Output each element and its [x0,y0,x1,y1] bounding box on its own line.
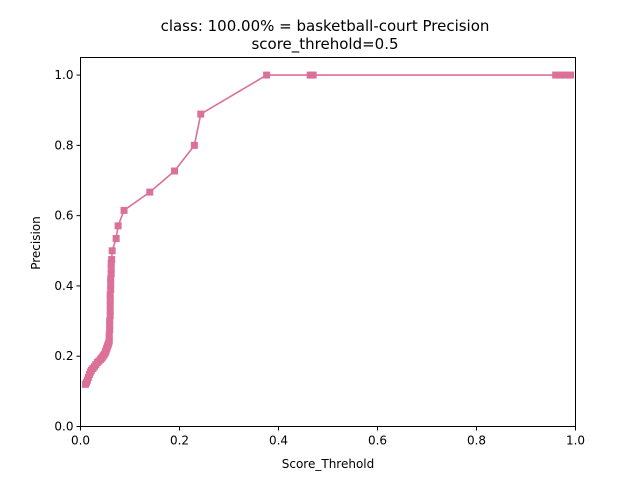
data-point [107,275,115,283]
data-point [567,71,575,79]
y-tick-label: 1.0 [54,68,73,82]
axes-frame [80,57,576,427]
data-point [105,335,113,343]
data-point [171,167,179,175]
chart-title: class: 100.00% = basketball-court Precis… [161,17,490,35]
y-axis-label: Precision [29,216,43,270]
x-tick-label: 0.6 [368,434,387,448]
data-point [190,141,198,149]
x-tick-label: 0.4 [269,434,288,448]
chart-subtitle: score_threhold=0.5 [251,35,398,54]
data-point [108,247,116,255]
data-point [106,321,114,329]
x-tick-label: 1.0 [566,434,585,448]
data-point [106,312,114,320]
data-point [107,280,115,288]
x-tick-label: 0.8 [467,434,486,448]
y-tick-label: 0.0 [54,420,73,434]
data-point [106,301,114,309]
data-point [106,291,114,299]
data-point [263,71,271,79]
data-point [108,256,116,264]
y-tick-label: 0.6 [54,209,73,223]
data-point [146,188,154,196]
data-point [106,317,114,325]
x-tick-label: 0.0 [71,434,90,448]
data-point [552,71,560,79]
data-point [106,296,114,304]
y-tick-label: 0.8 [54,138,73,152]
data-point [197,110,205,118]
y-tick-label: 0.4 [54,279,73,293]
y-axis-ticks: 0.0 0.2 0.4 0.6 0.8 1.0 [54,68,81,434]
data-point [105,330,113,338]
plot-area [81,71,575,388]
data-point [106,326,114,334]
data-point [562,71,570,79]
x-axis-label: Score_Threhold [282,457,375,471]
data-point [120,206,128,214]
data-point [107,285,115,293]
x-axis-ticks: 0.0 0.2 0.4 0.6 0.8 1.0 [71,426,585,448]
data-point [309,71,317,79]
y-tick-label: 0.2 [54,349,73,363]
data-point [112,234,120,242]
data-point [106,307,114,315]
data-point [107,259,115,267]
data-point [107,270,115,278]
data-point [114,222,122,230]
x-tick-label: 0.2 [170,434,189,448]
data-point [107,264,115,272]
data-point [557,71,565,79]
